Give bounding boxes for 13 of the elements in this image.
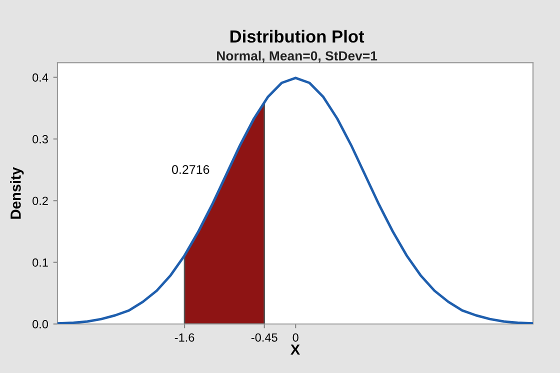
x-tick-label: -1.6	[174, 333, 194, 342]
x-axis-title: X	[290, 344, 300, 355]
x-tick-label: -0.45	[251, 333, 278, 342]
chart-title: Distribution Plot	[230, 30, 364, 43]
annotation: 0.2716	[172, 165, 210, 174]
y-tick-label: 0.2	[32, 196, 48, 206]
y-tick-label: 0.4	[32, 73, 48, 82]
y-tick-label: 0.3	[32, 135, 48, 144]
chart-subtitle: Normal, Mean=0, StDev=1	[217, 50, 378, 62]
y-tick-label: 0.0	[32, 320, 48, 328]
y-tick-label: 0.1	[32, 258, 48, 267]
y-axis-title: Density	[10, 167, 24, 219]
x-tick-label: 0	[292, 333, 298, 342]
